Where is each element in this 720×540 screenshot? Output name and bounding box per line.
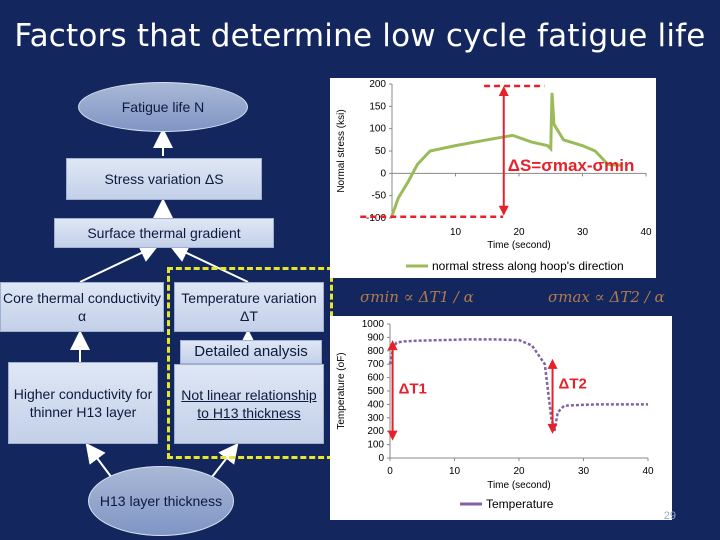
delta-s-arrowhead-bottom: [498, 205, 509, 216]
node-detailed-analysis-label: Detailed analysis: [194, 343, 308, 360]
y-tick-label: 0: [378, 453, 384, 464]
y-tick-label: 800: [367, 346, 384, 357]
stress-chart-panel: 200 150 100 50 0 -50 -100 10 20 30 40 Time (second)…: [330, 78, 656, 278]
node-temperature-variation-label: Temperature variation ΔT: [181, 290, 317, 324]
y-tick-label: 200: [369, 79, 386, 90]
node-higher-conductivity: Higher conductivity for thinner H13 laye…: [8, 362, 158, 444]
x-tick-label: 30: [577, 227, 589, 238]
y-tick-label: 50: [375, 146, 387, 157]
delta-s-annotation: ΔS=σmax-σmin: [508, 156, 635, 175]
node-stress-variation: Stress variation ΔS: [66, 158, 262, 200]
x-axis-label: Time (second): [487, 480, 551, 491]
temperature-chart-panel: 1000 900 800 700 600 500 400 300 200 100 0 0 10 20 30 4…: [330, 316, 672, 520]
delta-t1-arrowhead-top: [387, 340, 398, 351]
formula-sigma-min: σmin ∝ ΔT1 / α: [360, 288, 474, 306]
node-stress-variation-label: Stress variation ΔS: [104, 171, 224, 187]
node-detailed-analysis: Detailed analysis: [180, 340, 322, 364]
y-axis-label: Temperature (oF): [336, 352, 347, 429]
y-tick-label: 100: [367, 440, 384, 451]
node-fatigue-life: Fatigue life N: [78, 82, 248, 132]
y-tick-label: 300: [367, 413, 384, 424]
node-not-linear: Not linear relationship to H13 thickness: [174, 364, 324, 444]
y-tick-label: 700: [367, 359, 384, 370]
y-tick-label: 100: [369, 124, 386, 135]
legend-label: normal stress along hoop's direction: [432, 259, 624, 273]
legend-label: Temperature: [486, 497, 554, 511]
node-h13-thickness-label: H13 layer thickness: [99, 493, 223, 509]
series-line: [388, 338, 648, 432]
x-tick-label: 20: [513, 466, 525, 477]
y-tick-label: 200: [367, 426, 384, 437]
y-tick-label: 600: [367, 373, 384, 384]
y-tick-label: 400: [367, 399, 384, 410]
y-tick-label: 900: [367, 332, 384, 343]
node-fatigue-life-label: Fatigue life N: [121, 99, 205, 115]
x-tick-label: 10: [450, 227, 462, 238]
x-tick-label: 30: [578, 466, 590, 477]
delta-t2-arrowhead-bottom: [547, 423, 558, 434]
series-line: [390, 92, 621, 217]
x-tick-label: 40: [640, 227, 652, 238]
delta-t2-arrowhead-top: [547, 358, 558, 369]
y-tick-label: -100: [366, 213, 386, 224]
page-number: 29: [663, 510, 676, 522]
node-h13-thickness: H13 layer thickness: [88, 466, 234, 536]
node-higher-conductivity-label: Higher conductivity for thinner H13 laye…: [13, 386, 153, 420]
delta-s-arrowhead-top: [498, 86, 509, 96]
y-tick-label: 500: [367, 386, 384, 397]
y-tick-label: 1000: [362, 319, 385, 330]
delta-t1-arrowhead-bottom: [387, 430, 398, 441]
x-tick-label: 20: [513, 227, 525, 238]
node-surface-thermal-gradient-label: Surface thermal gradient: [87, 225, 241, 241]
page-title: Factors that determine low cycle fatigue…: [14, 18, 706, 54]
node-core-thermal-conductivity-label: Core thermal conductivity α: [3, 290, 161, 324]
y-tick-label: 0: [380, 168, 386, 179]
node-not-linear-label: Not linear relationship to H13 thickness: [181, 387, 317, 421]
stress-chart: 200 150 100 50 0 -50 -100 10 20 30 40 Time (second)…: [336, 79, 652, 273]
y-tick-label: 150: [369, 101, 386, 112]
node-temperature-variation: Temperature variation ΔT: [174, 282, 324, 332]
arrow-core-to-gradient: [79, 243, 160, 283]
y-tick-label: -50: [372, 191, 387, 202]
node-core-thermal-conductivity: Core thermal conductivity α: [0, 282, 164, 332]
x-tick-label: 0: [387, 466, 393, 477]
node-surface-thermal-gradient: Surface thermal gradient: [54, 218, 274, 248]
x-axis-label: Time (second): [487, 240, 551, 251]
x-tick-label: 10: [449, 466, 461, 477]
arrow-temp-to-gradient: [168, 243, 249, 283]
formula-sigma-max: σmax ∝ ΔT2 / α: [548, 288, 665, 306]
delta-t2-annotation: ΔT2: [559, 375, 587, 392]
x-tick-label: 40: [642, 466, 654, 477]
delta-t1-annotation: ΔT1: [399, 381, 427, 398]
y-axis-label: Normal stress (ksi): [336, 109, 347, 192]
